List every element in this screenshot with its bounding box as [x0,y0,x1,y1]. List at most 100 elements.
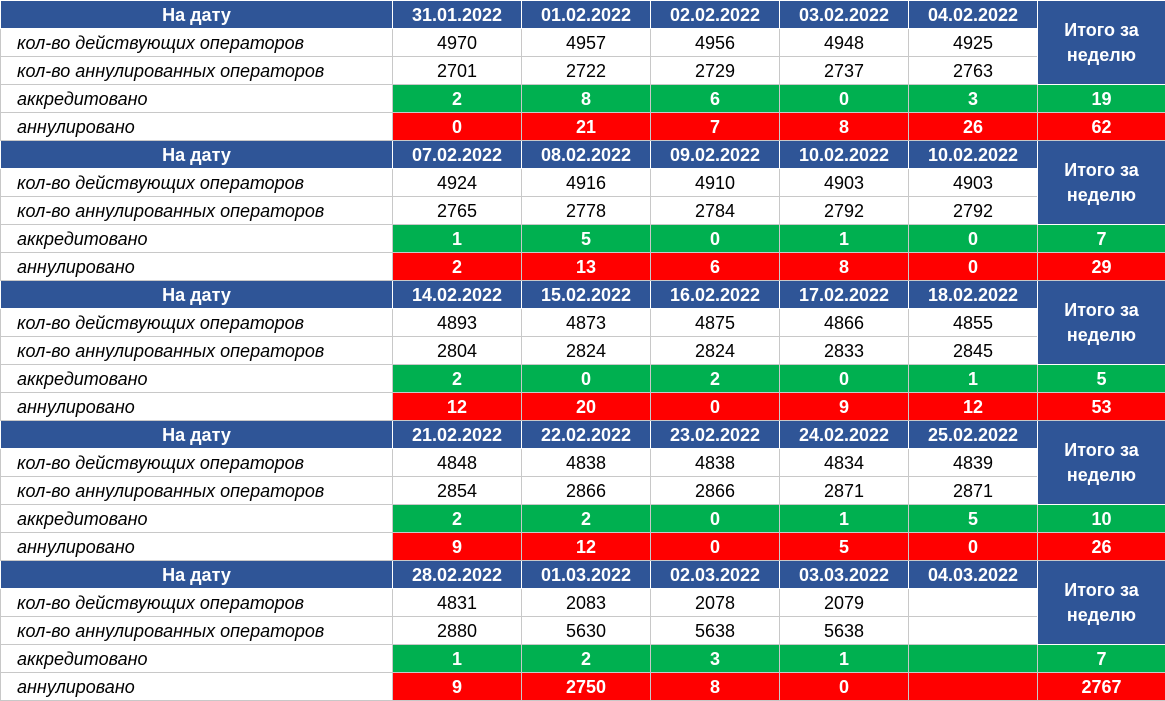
accredited-label: аккредитовано [1,505,393,533]
annulled-label: аннулировано [1,533,393,561]
annulled-total-cell: 29 [1038,253,1165,281]
date-column-header: 28.02.2022 [393,561,522,589]
annulled-cell: 2750 [522,673,651,701]
annulled-cell: 0 [909,533,1038,561]
annulled-cell: 0 [393,113,522,141]
annulled-operators-cell: 2778 [522,197,651,225]
annulled-operators-cell: 2866 [651,477,780,505]
annulled-cell: 26 [909,113,1038,141]
annulled-cell: 9 [780,393,909,421]
date-header-label: На дату [1,281,393,309]
accredited-cell: 8 [522,85,651,113]
active-operators-cell: 4925 [909,29,1038,57]
annulled-cell: 6 [651,253,780,281]
annulled-label: аннулировано [1,673,393,701]
annulled-cell: 0 [651,393,780,421]
active-operators-label: кол-во действующих операторов [1,449,393,477]
annulled-operators-cell: 2792 [909,197,1038,225]
date-column-header: 25.02.2022 [909,421,1038,449]
active-operators-label: кол-во действующих операторов [1,29,393,57]
date-header-label: На дату [1,561,393,589]
annulled-operators-cell: 2871 [780,477,909,505]
annulled-operators-cell: 2871 [909,477,1038,505]
week-total-header: Итого за неделю [1038,281,1165,365]
accredited-cell: 0 [522,365,651,393]
week-total-header: Итого за неделю [1038,141,1165,225]
accredited-total-cell: 19 [1038,85,1165,113]
annulled-operators-cell: 5638 [780,617,909,645]
annulled-operators-cell: 2880 [393,617,522,645]
annulled-cell: 0 [651,533,780,561]
accredited-cell [909,645,1038,673]
active-operators-cell: 4924 [393,169,522,197]
annulled-cell [909,673,1038,701]
active-operators-cell: 4838 [651,449,780,477]
active-operators-cell: 4970 [393,29,522,57]
annulled-cell: 13 [522,253,651,281]
annulled-cell: 0 [909,253,1038,281]
annulled-operators-label: кол-во аннулированных операторов [1,477,393,505]
active-operators-cell: 4866 [780,309,909,337]
annulled-operators-label: кол-во аннулированных операторов [1,617,393,645]
annulled-operators-cell [909,617,1038,645]
annulled-cell: 12 [909,393,1038,421]
accredited-label: аккредитовано [1,225,393,253]
date-column-header: 15.02.2022 [522,281,651,309]
accredited-label: аккредитовано [1,85,393,113]
annulled-cell: 12 [522,533,651,561]
accredited-cell: 3 [651,645,780,673]
week-total-header: Итого за неделю [1038,421,1165,505]
annulled-operators-cell: 2804 [393,337,522,365]
date-header-label: На дату [1,141,393,169]
accredited-cell: 2 [522,505,651,533]
active-operators-label: кол-во действующих операторов [1,309,393,337]
annulled-cell: 9 [393,673,522,701]
accredited-cell: 2 [393,85,522,113]
annulled-operators-cell: 2792 [780,197,909,225]
annulled-operators-cell: 2833 [780,337,909,365]
annulled-operators-cell: 2737 [780,57,909,85]
annulled-operators-label: кол-во аннулированных операторов [1,197,393,225]
active-operators-cell: 4848 [393,449,522,477]
active-operators-cell: 2079 [780,589,909,617]
date-column-header: 31.01.2022 [393,1,522,29]
accredited-cell: 6 [651,85,780,113]
date-column-header: 10.02.2022 [909,141,1038,169]
active-operators-cell: 4956 [651,29,780,57]
active-operators-cell: 4916 [522,169,651,197]
annulled-cell: 7 [651,113,780,141]
active-operators-cell: 4873 [522,309,651,337]
active-operators-cell: 4838 [522,449,651,477]
annulled-operators-cell: 2765 [393,197,522,225]
active-operators-cell: 2083 [522,589,651,617]
annulled-cell: 21 [522,113,651,141]
accredited-cell: 0 [780,365,909,393]
accredited-cell: 2 [651,365,780,393]
date-column-header: 22.02.2022 [522,421,651,449]
annulled-operators-cell: 2701 [393,57,522,85]
accredited-cell: 0 [780,85,909,113]
annulled-operators-cell: 5630 [522,617,651,645]
date-column-header: 23.02.2022 [651,421,780,449]
annulled-operators-cell: 5638 [651,617,780,645]
date-column-header: 04.03.2022 [909,561,1038,589]
accredited-cell: 0 [909,225,1038,253]
accredited-total-cell: 5 [1038,365,1165,393]
annulled-operators-cell: 2824 [522,337,651,365]
active-operators-cell [909,589,1038,617]
annulled-label: аннулировано [1,253,393,281]
annulled-cell: 8 [780,113,909,141]
date-column-header: 14.02.2022 [393,281,522,309]
